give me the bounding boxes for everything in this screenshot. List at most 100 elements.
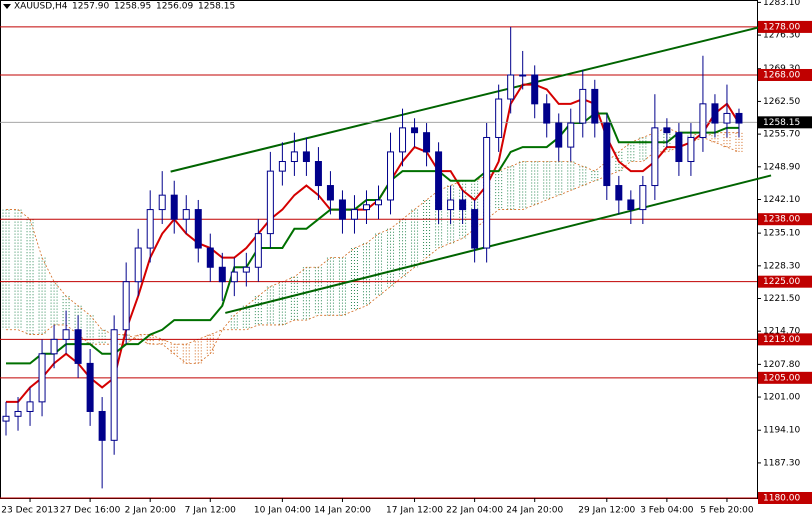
x-tick-label: 5 Feb 20:00 bbox=[700, 506, 754, 516]
candle-body bbox=[627, 199, 635, 211]
candle-body bbox=[254, 233, 262, 268]
candle-body bbox=[411, 127, 419, 134]
x-tick-label: 17 Jan 12:00 bbox=[386, 506, 443, 516]
candle-body bbox=[50, 338, 58, 355]
candle-body bbox=[338, 199, 346, 220]
y-tick-label: 1201.00 bbox=[763, 393, 800, 403]
y-tick-label: 1248.90 bbox=[763, 162, 800, 172]
candle-body bbox=[615, 185, 623, 201]
candle-body bbox=[206, 247, 214, 268]
trend-line bbox=[170, 25, 761, 173]
candle-body bbox=[26, 401, 34, 412]
candle-body bbox=[266, 170, 274, 235]
x-tick-label: 22 Jan 04:00 bbox=[446, 506, 503, 516]
level-tag bbox=[758, 275, 812, 288]
x-tick-label: 23 Dec 2013 bbox=[1, 506, 59, 516]
candle-body bbox=[146, 209, 154, 249]
cloud-edge bbox=[6, 132, 739, 345]
candle-body bbox=[507, 74, 515, 100]
candle-body bbox=[723, 112, 731, 124]
candle-body bbox=[483, 136, 491, 249]
last-price-tag bbox=[758, 116, 812, 129]
y-tick-label: 1276.30 bbox=[763, 31, 800, 41]
candle-body bbox=[278, 161, 286, 172]
menu-arrow bbox=[3, 4, 11, 9]
y-tick-label: 1194.10 bbox=[763, 426, 800, 436]
level-tag bbox=[758, 333, 812, 346]
candle-body bbox=[591, 88, 599, 124]
candle-body bbox=[603, 122, 611, 187]
candle-body bbox=[651, 127, 659, 187]
candle-body bbox=[38, 353, 46, 403]
header-value: 1258.15 bbox=[198, 2, 235, 12]
candle-body bbox=[639, 185, 647, 211]
y-tick-label: 1228.30 bbox=[763, 261, 800, 271]
candle-body bbox=[447, 199, 455, 211]
candle-body bbox=[495, 98, 503, 138]
candle-body bbox=[399, 127, 407, 153]
candle-body bbox=[531, 74, 539, 105]
header-value: 1257.90 bbox=[72, 2, 109, 12]
candle-body bbox=[423, 132, 431, 153]
candle-body bbox=[362, 204, 370, 211]
header-value: 1256.09 bbox=[156, 2, 193, 12]
y-tick-label: 1255.70 bbox=[763, 130, 800, 140]
candle-body bbox=[326, 185, 334, 201]
candle-body bbox=[519, 74, 527, 77]
level-tag bbox=[758, 492, 812, 504]
last-price-label: 1258.15 bbox=[763, 118, 800, 128]
candle-body bbox=[302, 151, 310, 163]
level-label: 1278.00 bbox=[763, 22, 800, 32]
candle-body bbox=[579, 88, 587, 124]
candle-body bbox=[134, 247, 142, 283]
candle-body bbox=[567, 122, 575, 148]
y-tick-label: 1214.70 bbox=[763, 327, 800, 337]
level-label: 1225.00 bbox=[763, 277, 800, 287]
candle-body bbox=[74, 329, 82, 364]
candle-body bbox=[350, 209, 358, 220]
candle-body bbox=[711, 103, 719, 124]
candle-body bbox=[2, 415, 10, 422]
candle-body bbox=[182, 209, 190, 220]
x-tick-label: 3 Feb 04:00 bbox=[640, 506, 694, 516]
candle-body bbox=[122, 281, 130, 331]
indicator-line bbox=[6, 112, 739, 365]
candle-body bbox=[314, 161, 322, 187]
candle-body bbox=[543, 103, 551, 124]
y-tick-label: 1242.10 bbox=[763, 195, 800, 205]
level-label: 1268.00 bbox=[763, 70, 800, 80]
level-label: 1205.00 bbox=[763, 373, 800, 383]
candle-body bbox=[170, 194, 178, 220]
candle-body bbox=[110, 329, 118, 441]
candle-body bbox=[98, 410, 106, 441]
candle-body bbox=[290, 151, 298, 163]
candle-body bbox=[194, 209, 202, 249]
x-tick-label: 10 Jan 04:00 bbox=[254, 506, 311, 516]
y-tick-label: 1283.10 bbox=[763, 0, 800, 8]
level-label: 1213.00 bbox=[763, 335, 800, 345]
y-tick-label: 1187.30 bbox=[763, 458, 800, 468]
candle-body bbox=[435, 151, 443, 211]
candle-body bbox=[471, 209, 479, 249]
x-tick-label: 29 Jan 12:00 bbox=[578, 506, 635, 516]
candle-body bbox=[687, 136, 695, 163]
candle-body bbox=[62, 329, 70, 340]
candle-body bbox=[735, 112, 743, 124]
candle-body bbox=[459, 199, 467, 211]
x-tick-label: 14 Jan 20:00 bbox=[314, 506, 371, 516]
level-tag bbox=[758, 68, 812, 81]
y-tick-label: 1235.10 bbox=[763, 229, 800, 239]
x-tick-label: 27 Dec 16:00 bbox=[60, 506, 121, 516]
x-tick-label: 7 Jan 12:00 bbox=[185, 506, 237, 516]
level-label: 1180.00 bbox=[763, 494, 800, 504]
candle-body bbox=[218, 266, 226, 283]
candle-body bbox=[663, 127, 671, 134]
x-tick-label: 2 Jan 20:00 bbox=[125, 506, 177, 516]
level-tag bbox=[758, 371, 812, 384]
candle-body bbox=[86, 362, 94, 412]
header-value: 1258.95 bbox=[114, 2, 151, 12]
plot-area bbox=[0, 25, 772, 499]
candle-body bbox=[699, 103, 707, 138]
candle-body bbox=[14, 410, 22, 417]
